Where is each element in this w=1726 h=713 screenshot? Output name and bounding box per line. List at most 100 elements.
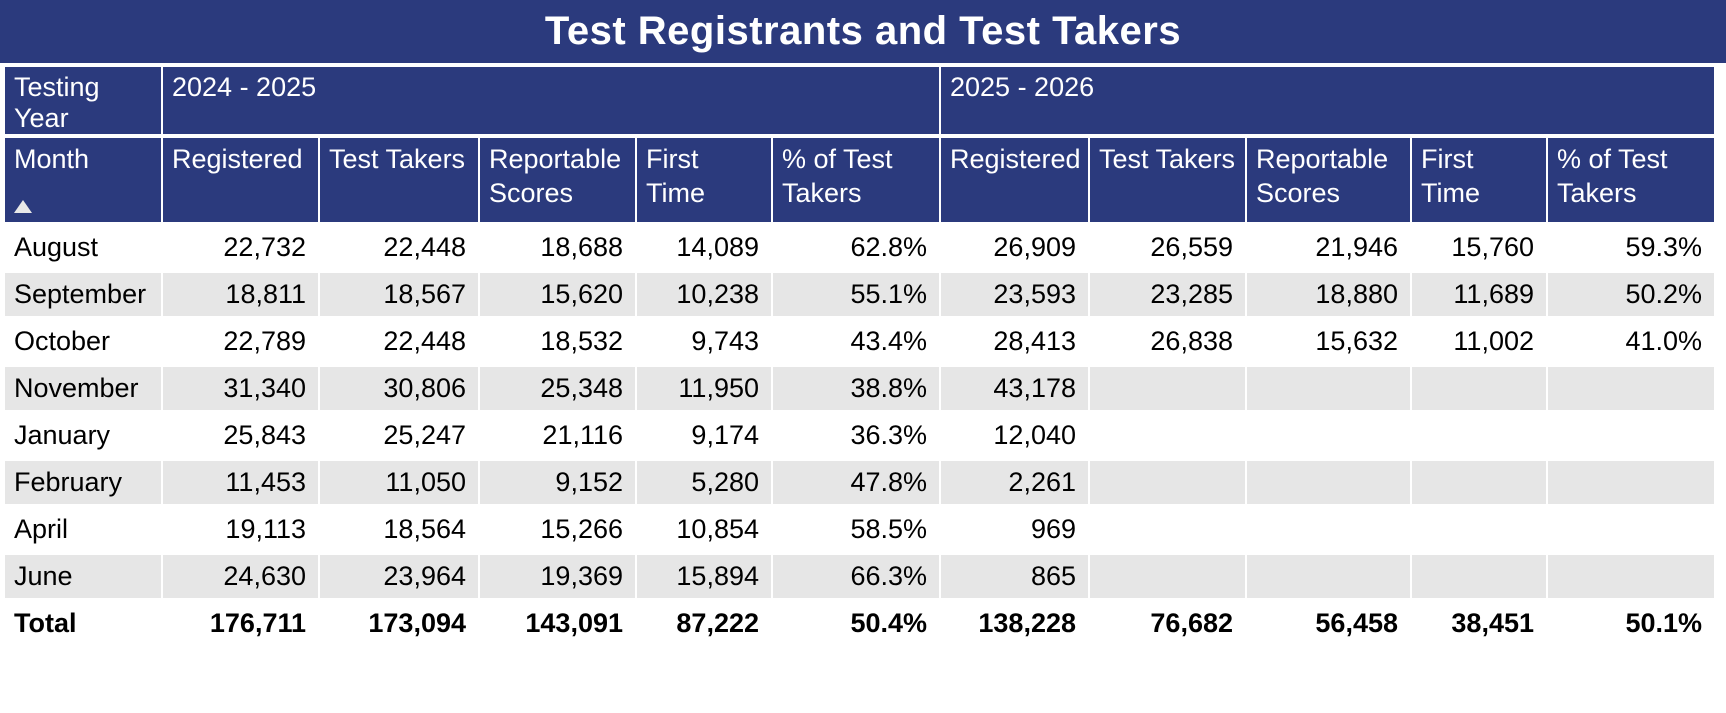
- value-cell: 28,413: [941, 320, 1090, 367]
- value-cell: 9,743: [637, 320, 773, 367]
- value-cell: 87,222: [637, 602, 773, 649]
- column-header-row: Month Registered Test Takers Reportable …: [5, 138, 1716, 226]
- column-header-test-takers-y2[interactable]: Test Takers: [1090, 138, 1247, 226]
- column-header-reportable-scores-y1[interactable]: Reportable Scores: [480, 138, 637, 226]
- value-cell: 23,285: [1090, 273, 1247, 320]
- sort-ascending-icon[interactable]: [14, 200, 32, 213]
- value-cell: [1548, 367, 1716, 414]
- value-cell: 18,688: [480, 226, 637, 273]
- column-header-registered-y1[interactable]: Registered: [163, 138, 320, 226]
- value-cell: 143,091: [480, 602, 637, 649]
- value-cell: 66.3%: [773, 555, 941, 602]
- testing-year-corner-label: Testing Year: [5, 67, 163, 138]
- table-row: April 19,113 18,564 15,266 10,854 58.5% 969: [5, 508, 1716, 555]
- value-cell: 43.4%: [773, 320, 941, 367]
- value-cell: [1090, 461, 1247, 508]
- value-cell: 138,228: [941, 602, 1090, 649]
- year-header-2024-2025[interactable]: 2024 - 2025: [163, 67, 941, 138]
- month-cell: August: [5, 226, 163, 273]
- page-title: Test Registrants and Test Takers: [544, 9, 1182, 53]
- value-cell: 55.1%: [773, 273, 941, 320]
- column-header-month[interactable]: Month: [5, 138, 163, 226]
- value-cell: 173,094: [320, 602, 480, 649]
- value-cell: 24,630: [163, 555, 320, 602]
- value-cell: 31,340: [163, 367, 320, 414]
- column-header-pct-test-takers-y1[interactable]: % of Test Takers: [773, 138, 941, 226]
- value-cell: 11,050: [320, 461, 480, 508]
- value-cell: 23,593: [941, 273, 1090, 320]
- value-cell: 15,632: [1247, 320, 1412, 367]
- value-cell: 11,950: [637, 367, 773, 414]
- column-header-test-takers-y1[interactable]: Test Takers: [320, 138, 480, 226]
- table-row: October 22,789 22,448 18,532 9,743 43.4% 28,41…: [5, 320, 1716, 367]
- month-header-label: Month: [14, 144, 90, 174]
- month-cell: June: [5, 555, 163, 602]
- month-cell: January: [5, 414, 163, 461]
- value-cell: [1412, 367, 1548, 414]
- value-cell: [1247, 555, 1412, 602]
- table-row: August 22,732 22,448 18,688 14,089 62.8% 26,90…: [5, 226, 1716, 273]
- year-header-row: Testing Year 2024 - 2025 2025 - 2026: [5, 67, 1716, 138]
- value-cell: 47.8%: [773, 461, 941, 508]
- column-header-first-time-y2[interactable]: First Time: [1412, 138, 1548, 226]
- column-header-registered-y2[interactable]: Registered: [941, 138, 1090, 226]
- column-header-first-time-y1[interactable]: First Time: [637, 138, 773, 226]
- value-cell: 59.3%: [1548, 226, 1716, 273]
- value-cell: 11,002: [1412, 320, 1548, 367]
- value-cell: [1247, 461, 1412, 508]
- value-cell: 18,880: [1247, 273, 1412, 320]
- value-cell: 14,089: [637, 226, 773, 273]
- month-cell: February: [5, 461, 163, 508]
- value-cell: 23,964: [320, 555, 480, 602]
- value-cell: 15,266: [480, 508, 637, 555]
- value-cell: [1247, 508, 1412, 555]
- title-band: Test Registrants and Test Takers: [0, 0, 1726, 63]
- value-cell: 21,946: [1247, 226, 1412, 273]
- value-cell: [1412, 508, 1548, 555]
- value-cell: 36.3%: [773, 414, 941, 461]
- value-cell: 58.5%: [773, 508, 941, 555]
- value-cell: 22,732: [163, 226, 320, 273]
- column-header-pct-test-takers-y2[interactable]: % of Test Takers: [1548, 138, 1716, 226]
- value-cell: 9,152: [480, 461, 637, 508]
- table-row: November 31,340 30,806 25,348 11,950 38.8% 43,…: [5, 367, 1716, 414]
- value-cell: 10,238: [637, 273, 773, 320]
- value-cell: 22,448: [320, 320, 480, 367]
- table-row: September 18,811 18,567 15,620 10,238 55.1% 23…: [5, 273, 1716, 320]
- value-cell: 19,113: [163, 508, 320, 555]
- value-cell: [1548, 555, 1716, 602]
- month-cell: September: [5, 273, 163, 320]
- registrants-table: Testing Year 2024 - 2025 2025 - 2026 Mon…: [5, 67, 1716, 649]
- value-cell: [1247, 367, 1412, 414]
- value-cell: 22,448: [320, 226, 480, 273]
- value-cell: [1412, 461, 1548, 508]
- month-cell: November: [5, 367, 163, 414]
- value-cell: [1412, 555, 1548, 602]
- table-row: June 24,630 23,964 19,369 15,894 66.3% 865: [5, 555, 1716, 602]
- value-cell: 25,843: [163, 414, 320, 461]
- table-row: January 25,843 25,247 21,116 9,174 36.3% 12,04…: [5, 414, 1716, 461]
- value-cell: 21,116: [480, 414, 637, 461]
- value-cell: 50.4%: [773, 602, 941, 649]
- value-cell: 19,369: [480, 555, 637, 602]
- value-cell: [1090, 367, 1247, 414]
- value-cell: [1090, 414, 1247, 461]
- value-cell: 12,040: [941, 414, 1090, 461]
- year-header-2025-2026[interactable]: 2025 - 2026: [941, 67, 1716, 138]
- value-cell: 22,789: [163, 320, 320, 367]
- value-cell: 969: [941, 508, 1090, 555]
- value-cell: 62.8%: [773, 226, 941, 273]
- value-cell: 15,760: [1412, 226, 1548, 273]
- value-cell: [1548, 508, 1716, 555]
- value-cell: 38.8%: [773, 367, 941, 414]
- value-cell: 26,838: [1090, 320, 1247, 367]
- value-cell: [1548, 461, 1716, 508]
- value-cell: 9,174: [637, 414, 773, 461]
- month-cell: April: [5, 508, 163, 555]
- value-cell: 50.1%: [1548, 602, 1716, 649]
- value-cell: 38,451: [1412, 602, 1548, 649]
- column-header-reportable-scores-y2[interactable]: Reportable Scores: [1247, 138, 1412, 226]
- value-cell: [1247, 414, 1412, 461]
- total-label-cell: Total: [5, 602, 163, 649]
- value-cell: 11,689: [1412, 273, 1548, 320]
